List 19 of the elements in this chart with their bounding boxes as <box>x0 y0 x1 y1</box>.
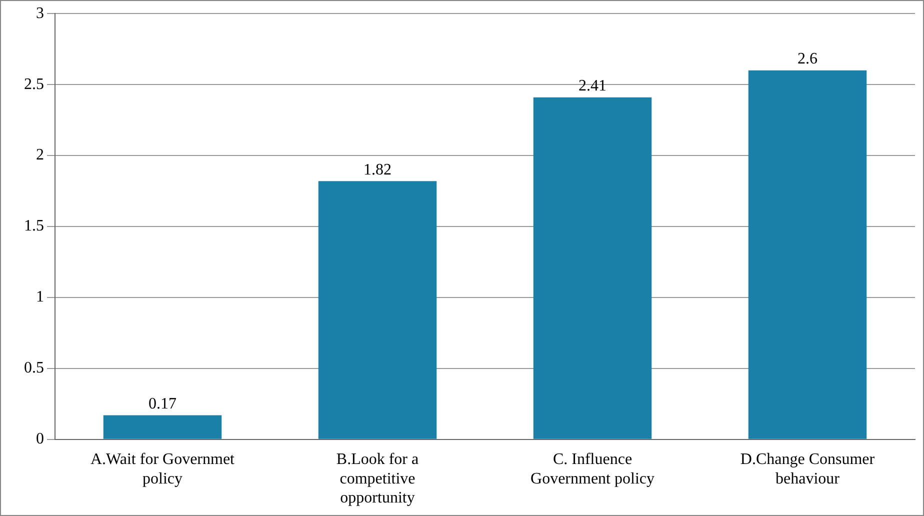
bar <box>103 415 222 439</box>
x-tick-label: C. Influence Government policy <box>530 451 654 488</box>
data-label: 2.6 <box>798 50 818 68</box>
x-tick-label: D.Change Consumer behaviour <box>740 451 876 488</box>
data-label: 1.82 <box>364 161 392 178</box>
bar <box>533 97 652 439</box>
y-tick-label: 0 <box>36 430 44 448</box>
x-tick-label: B.Look for a competitive opportunity <box>336 451 419 507</box>
y-tick-label: 2.5 <box>24 76 44 93</box>
bar <box>318 181 437 439</box>
y-tick-label: 3 <box>36 4 44 22</box>
bar <box>748 70 867 439</box>
x-tick-label: A.Wait for Governmet policy <box>90 451 236 488</box>
y-tick-label: 1 <box>36 288 44 306</box>
y-tick-label: 0.5 <box>24 360 44 377</box>
y-tick-label: 2 <box>36 146 44 164</box>
y-tick-label: 1.5 <box>24 218 44 235</box>
data-label: 0.17 <box>148 395 176 412</box>
data-label: 2.41 <box>578 78 606 95</box>
